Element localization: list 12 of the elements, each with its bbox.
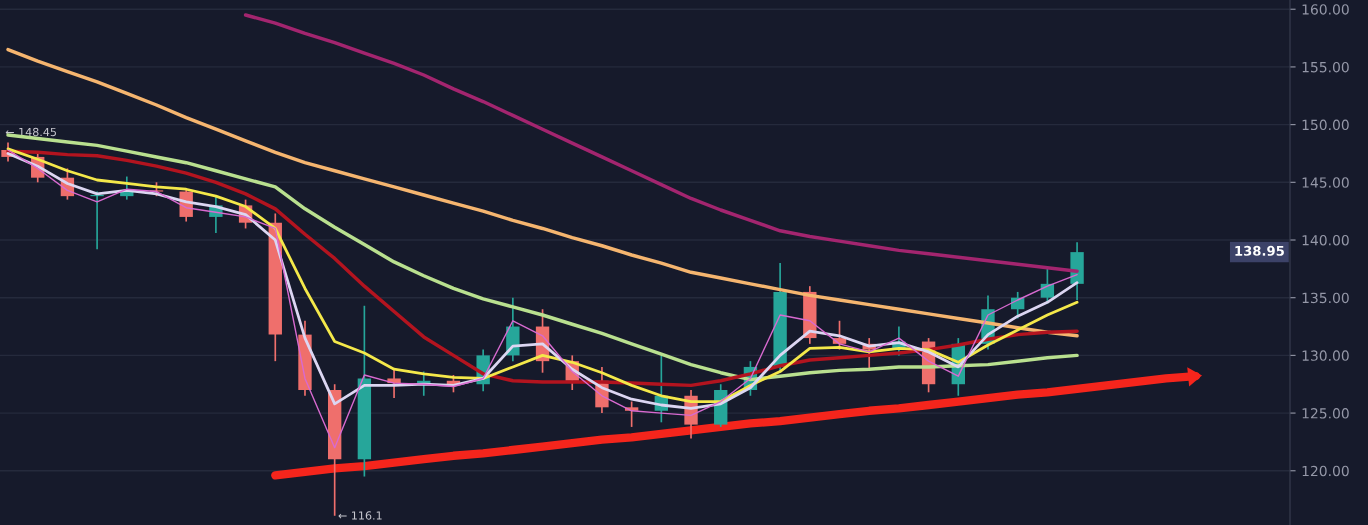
y-tick-label: 125.00	[1302, 408, 1349, 419]
y-tick-label: 160.00	[1302, 4, 1349, 15]
line-series	[6, 47, 1079, 338]
annotation: 138.95	[1235, 245, 1284, 256]
y-tick-label: 130.00	[1302, 350, 1349, 361]
y-tick-label: 140.00	[1302, 234, 1349, 246]
y-tick-label: 135.00	[1302, 292, 1349, 304]
y-tick-label: 145.00	[1302, 177, 1349, 188]
y-tick-label: 155.00	[1302, 61, 1349, 73]
y-tick-label: 120.00	[1302, 465, 1349, 477]
annotation: ← 116.1	[338, 511, 382, 520]
y-tick-label: 150.00	[1302, 119, 1349, 131]
